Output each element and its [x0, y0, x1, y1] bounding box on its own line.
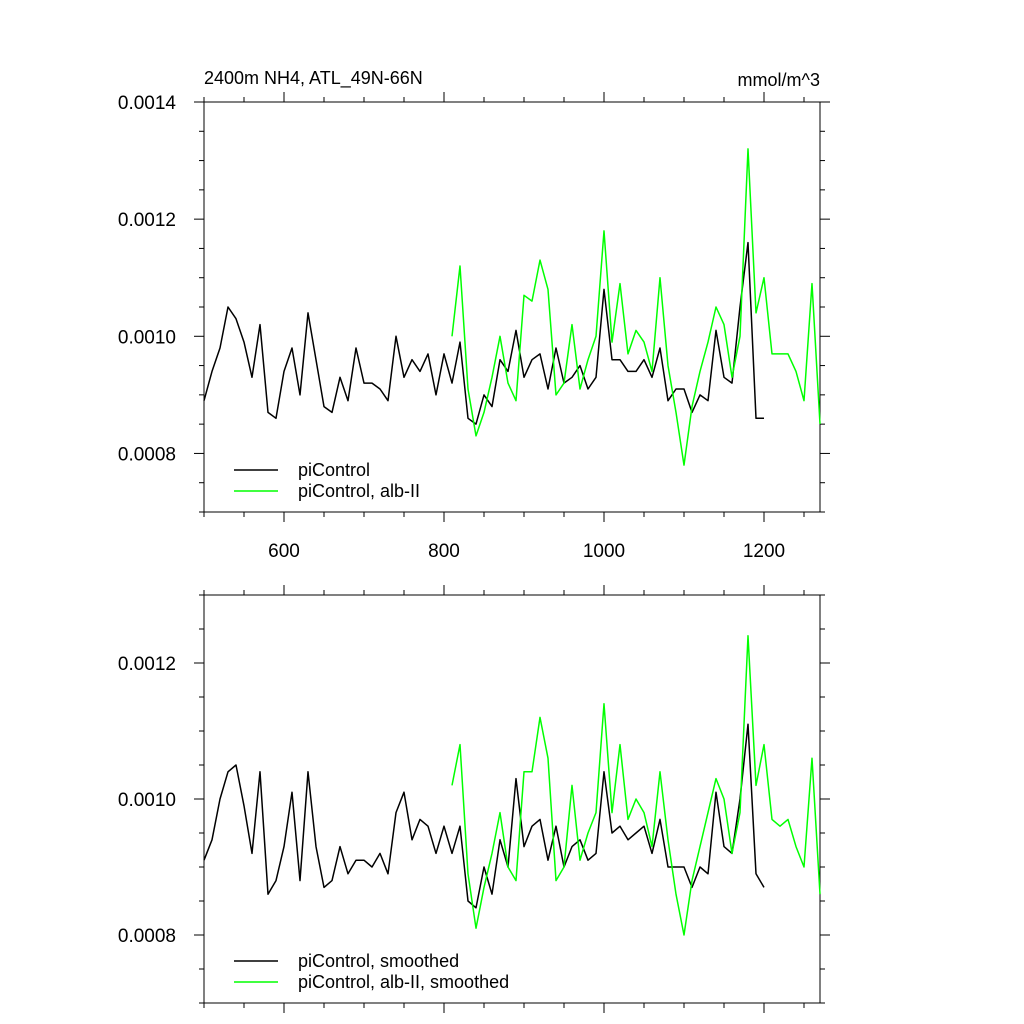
legend-label-picontrol: piControl	[298, 460, 370, 480]
x-tick-label: 1000	[583, 541, 625, 562]
series-line-picontrol-alb-ii	[451, 148, 821, 466]
series-line-picontrol	[203, 241, 764, 425]
series-line-picontrol-smoothed	[203, 723, 765, 909]
tick-labels: 600 800 1000 1200 0.0008 0.0010 0.0012 0.0014	[118, 93, 785, 562]
tick-labels: 0.0008 0.0010 0.0012	[118, 654, 176, 947]
legend: piControl, smoothed piControl, alb-II, s…	[234, 951, 509, 992]
axis-ticks	[194, 585, 830, 1013]
plot-frame	[203, 594, 821, 1004]
axis-ticks	[194, 92, 830, 522]
legend: piControl piControl, alb-II	[234, 460, 420, 501]
series-lines	[203, 148, 821, 466]
x-tick-label: 600	[268, 541, 300, 562]
x-tick-label: 800	[428, 541, 460, 562]
series-lines	[203, 635, 821, 936]
x-tick-label: 1200	[743, 541, 785, 562]
legend-label-alb-ii-smoothed: piControl, alb-II, smoothed	[298, 972, 509, 992]
y-tick-label: 0.0010	[118, 790, 176, 811]
units-label: mmol/m^3	[738, 70, 820, 90]
y-tick-label: 0.0012	[118, 654, 176, 675]
y-tick-label: 0.0008	[118, 444, 176, 465]
series-line-picontrol-alb-ii-smoothed	[451, 635, 821, 936]
plot-frame	[203, 101, 821, 513]
y-tick-label: 0.0010	[118, 327, 176, 348]
legend-label-picontrol-smoothed: piControl, smoothed	[298, 951, 459, 971]
top-panel: 2400m NH4, ATL_49N-66N mmol/m^3 600 800 10…	[118, 68, 830, 562]
y-tick-label: 0.0008	[118, 926, 176, 947]
legend-label-alb-ii: piControl, alb-II	[298, 481, 420, 501]
chart-title: 2400m NH4, ATL_49N-66N	[204, 68, 423, 89]
y-tick-label: 0.0014	[118, 93, 177, 114]
bottom-panel: 0.0008 0.0010 0.0012 piControl, smoothed p…	[118, 585, 830, 1013]
y-tick-label: 0.0012	[118, 210, 176, 231]
